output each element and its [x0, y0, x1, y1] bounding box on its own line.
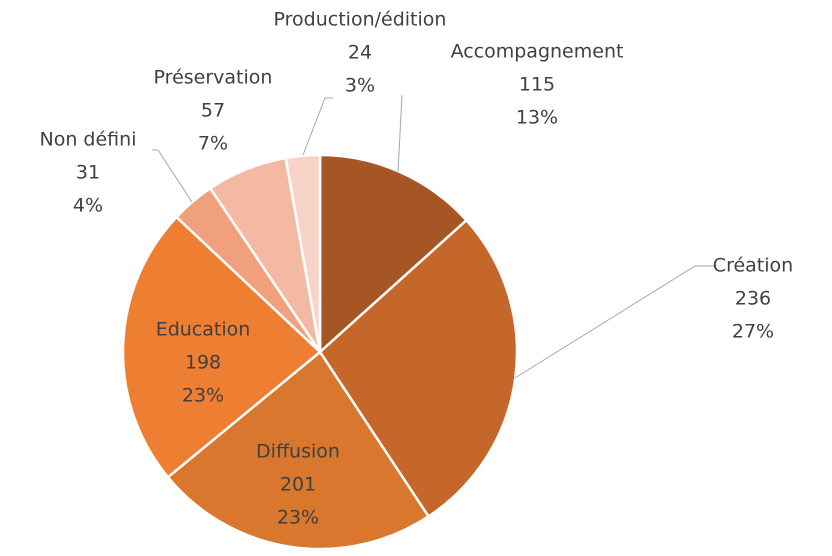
slice-percent: 23% [277, 507, 319, 529]
slice-value: 115 [519, 74, 555, 96]
leader-line [152, 149, 193, 203]
pie-slice [166, 350, 431, 551]
slice-percent: 27% [732, 321, 774, 343]
slice-percent: 13% [516, 107, 558, 129]
slice-percent: 7% [198, 133, 228, 155]
pie-slice [121, 215, 322, 479]
slice-percent: 23% [182, 385, 224, 407]
slice-name: Production/édition [274, 9, 447, 31]
pie-slice [318, 153, 469, 355]
slice-name: Création [713, 255, 793, 277]
slice-value: 24 [348, 42, 372, 64]
leader-line [302, 97, 333, 156]
slice-value: 31 [76, 162, 100, 184]
leader-line [397, 94, 403, 173]
slice-value: 236 [735, 288, 771, 310]
slice-name: Education [156, 319, 251, 341]
pie-slice [318, 218, 519, 519]
leader-line [514, 265, 715, 379]
pie-slice [284, 153, 322, 353]
slice-value: 201 [280, 474, 316, 496]
slice-percent: 4% [73, 195, 103, 217]
slice-name: Accompagnement [451, 41, 624, 63]
slice-percent: 3% [345, 75, 375, 97]
slice-name: Diffusion [256, 441, 340, 463]
slice-name: Non défini [40, 129, 137, 151]
slice-name: Préservation [154, 67, 273, 89]
slice-value: 198 [185, 352, 221, 374]
slice-value: 57 [201, 100, 225, 122]
